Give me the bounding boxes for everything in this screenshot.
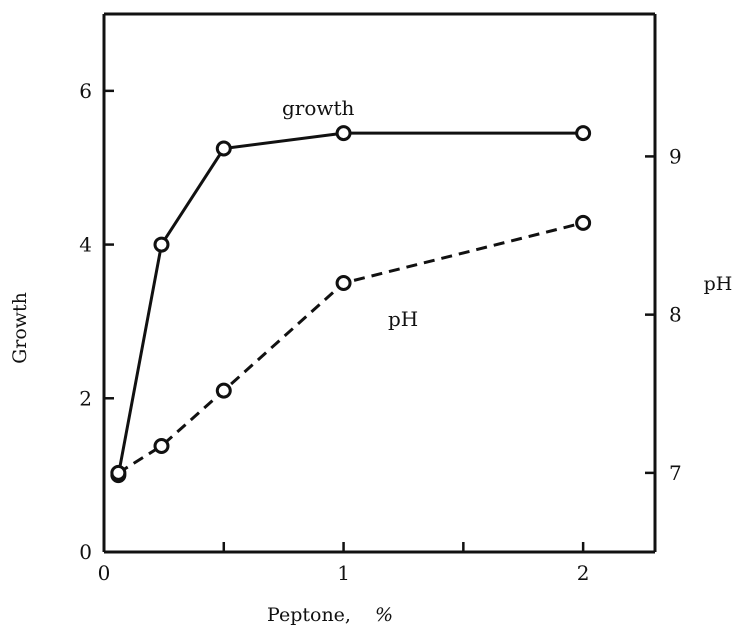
- y-axis-title: Growth: [9, 292, 31, 364]
- x-tick-label: 2: [577, 561, 590, 585]
- y-tick-label: 2: [79, 386, 92, 410]
- data-point-ph: [110, 464, 127, 481]
- data-point-growth: [153, 236, 170, 253]
- data-point-growth: [575, 125, 592, 142]
- x-tick-label: 1: [337, 561, 350, 585]
- y2-axis-title: pH: [704, 273, 733, 295]
- data-point-ph: [153, 437, 170, 454]
- data-point-growth: [215, 140, 232, 157]
- data-point-ph: [335, 275, 352, 291]
- data-point-ph: [215, 382, 232, 399]
- labels: growth pH Growth pH Peptone, %: [9, 96, 732, 626]
- y-tick-label: 4: [79, 233, 92, 257]
- data-point-growth: [335, 125, 352, 142]
- series-markers: [110, 125, 592, 484]
- series-label-ph: pH: [388, 307, 418, 331]
- y2-tick-label: 8: [669, 303, 682, 327]
- x-tick-label: 0: [98, 561, 111, 585]
- x-axis-title: Peptone,: [267, 604, 351, 626]
- series-line-growth: [116, 131, 584, 476]
- axes: [102, 12, 657, 554]
- y-tick-label: 6: [79, 79, 92, 103]
- series-label-growth: growth: [282, 96, 355, 120]
- series-lines: [116, 131, 584, 476]
- series-line-ph: [117, 221, 584, 475]
- x-axis-unit: %: [375, 604, 393, 626]
- y2-tick-label: 9: [669, 144, 682, 168]
- y-tick-label: 0: [79, 540, 92, 564]
- y2-tick-label: 7: [669, 461, 682, 485]
- data-point-ph: [575, 214, 592, 231]
- ticks: 0 1 2 0 2 4 6 7 8 9: [79, 79, 681, 585]
